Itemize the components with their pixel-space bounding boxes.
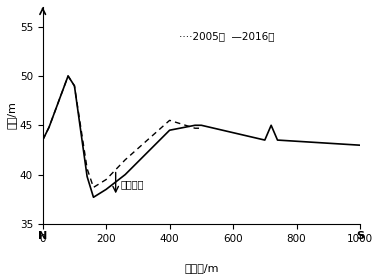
—2016年 xyxy=(288,139,293,143)
—2016年 xyxy=(193,123,197,127)
—2016年 xyxy=(307,140,312,144)
····2005年 xyxy=(174,121,178,124)
—2016年 xyxy=(326,142,331,145)
—2016年 xyxy=(345,143,350,146)
····2005年 xyxy=(40,138,45,142)
—2016年 xyxy=(320,141,324,144)
Y-axis label: 高程/m: 高程/m xyxy=(7,101,17,129)
—2016年 xyxy=(186,125,191,128)
—2016年 xyxy=(180,126,185,129)
Text: 垂向冲深: 垂向冲深 xyxy=(120,179,144,190)
—2016年 xyxy=(85,175,89,178)
—2016年 xyxy=(142,154,147,157)
—2016年 xyxy=(117,178,121,181)
Text: S: S xyxy=(356,231,364,241)
····2005年 xyxy=(56,100,61,103)
Text: N: N xyxy=(38,231,48,241)
····2005年 xyxy=(110,171,115,175)
····2005年 xyxy=(136,147,140,150)
····2005年 xyxy=(104,178,108,181)
····2005年 xyxy=(161,124,166,128)
····2005年 xyxy=(98,182,102,185)
—2016年 xyxy=(269,123,274,127)
····2005年 xyxy=(129,153,134,156)
—2016年 xyxy=(225,130,229,133)
—2016年 xyxy=(56,100,61,103)
—2016年 xyxy=(79,130,83,133)
····2005年 xyxy=(123,158,127,162)
····2005年 xyxy=(180,123,185,126)
—2016年 xyxy=(104,188,108,191)
—2016年 xyxy=(206,125,210,129)
—2016年 xyxy=(66,74,70,78)
—2016年 xyxy=(256,137,261,140)
—2016年 xyxy=(123,173,127,176)
····2005年 xyxy=(72,84,77,88)
—2016年 xyxy=(110,183,115,186)
—2016年 xyxy=(332,142,337,145)
—2016年 xyxy=(72,84,77,88)
····2005年 xyxy=(142,141,147,144)
—2016年 xyxy=(294,139,299,143)
—2016年 xyxy=(263,138,267,142)
—2016年 xyxy=(199,123,204,127)
—2016年 xyxy=(301,140,305,143)
—2016年 xyxy=(40,138,45,142)
—2016年 xyxy=(98,192,102,195)
—2016年 xyxy=(136,160,140,164)
····2005年 xyxy=(47,125,51,129)
····2005年 xyxy=(148,136,153,139)
—2016年 xyxy=(91,196,96,199)
—2016年 xyxy=(282,139,286,142)
—2016年 xyxy=(155,141,159,144)
····2005年 xyxy=(91,186,96,189)
Line: ····2005年: ····2005年 xyxy=(43,76,201,187)
····2005年 xyxy=(117,165,121,168)
····2005年 xyxy=(193,127,197,130)
—2016年 xyxy=(313,141,318,144)
····2005年 xyxy=(79,125,83,129)
····2005年 xyxy=(167,119,172,122)
—2016年 xyxy=(167,129,172,132)
—2016年 xyxy=(250,136,254,139)
—2016年 xyxy=(339,142,343,146)
—2016年 xyxy=(352,143,356,146)
—2016年 xyxy=(237,132,242,136)
—2016年 xyxy=(47,125,51,129)
····2005年 xyxy=(66,74,70,78)
Line: —2016年: —2016年 xyxy=(43,76,360,197)
—2016年 xyxy=(358,144,362,147)
····2005年 xyxy=(85,167,89,170)
····2005年 xyxy=(186,125,191,128)
—2016年 xyxy=(218,128,223,131)
····2005年 xyxy=(199,127,204,130)
—2016年 xyxy=(174,127,178,131)
—2016年 xyxy=(129,167,134,170)
—2016年 xyxy=(148,148,153,151)
—2016年 xyxy=(231,131,235,134)
—2016年 xyxy=(212,127,216,130)
—2016年 xyxy=(275,138,280,142)
Text: ····2005年  —2016年: ····2005年 —2016年 xyxy=(179,32,275,42)
—2016年 xyxy=(161,135,166,138)
X-axis label: 起点距/m: 起点距/m xyxy=(184,263,218,273)
····2005年 xyxy=(155,130,159,133)
—2016年 xyxy=(244,134,248,137)
